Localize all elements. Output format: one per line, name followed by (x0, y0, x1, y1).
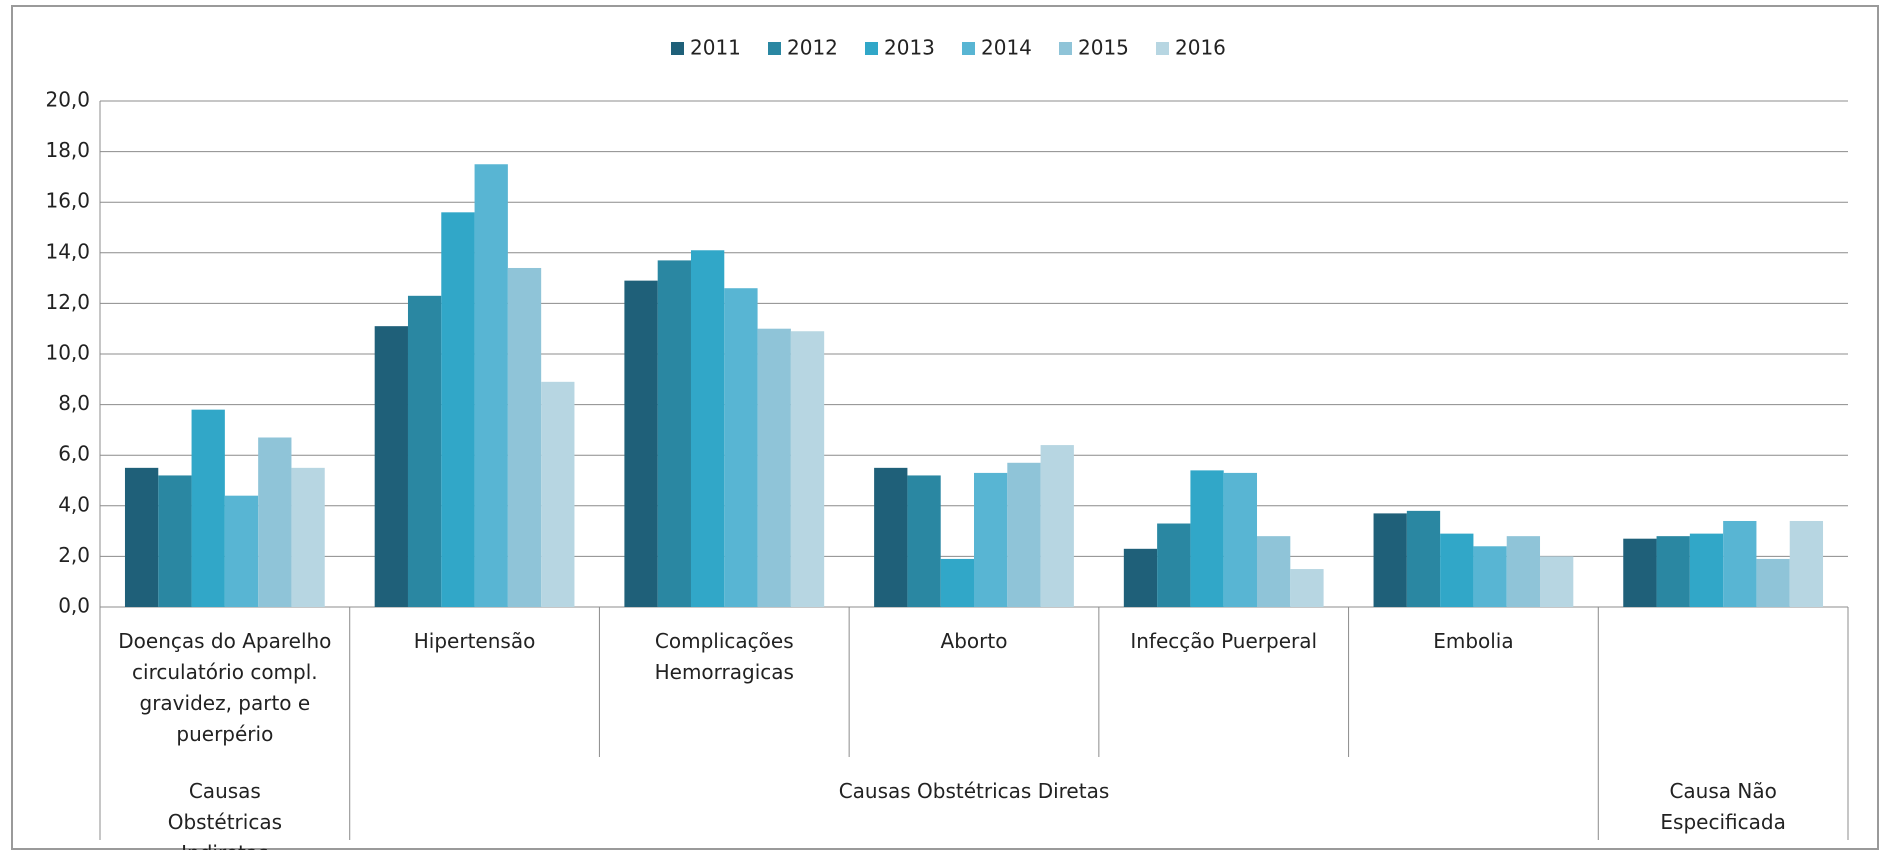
legend-swatch (671, 42, 684, 55)
legend-swatch (1059, 42, 1072, 55)
legend-label: 2014 (981, 36, 1032, 60)
legend-label: 2012 (787, 36, 838, 60)
bar (1723, 520, 1757, 607)
bar (1190, 470, 1224, 607)
legend-label: 2015 (1078, 36, 1129, 60)
bar (541, 381, 575, 607)
y-tick-label: 14,0 (45, 239, 90, 263)
x-tick-label: Embolia (1433, 629, 1514, 653)
bar (1257, 536, 1291, 607)
bar (1689, 533, 1724, 607)
bar (1223, 472, 1258, 607)
group-label: Causas Obstétricas Indiretas (167, 779, 282, 850)
y-tick-label: 4,0 (58, 492, 90, 516)
bar (1623, 538, 1657, 607)
legend-swatch (962, 42, 975, 55)
x-tick-label: Aborto (940, 629, 1008, 653)
bar (1756, 558, 1790, 607)
bar (974, 472, 1008, 607)
bar (407, 295, 442, 607)
group-label: Causa Não Especificada (1660, 779, 1786, 834)
y-tick-label: 2,0 (58, 543, 90, 567)
bar (507, 267, 542, 607)
y-tick-label: 20,0 (45, 88, 90, 112)
bar (224, 495, 259, 607)
bar (940, 558, 974, 607)
bar (441, 212, 475, 607)
bar (724, 288, 758, 607)
y-tick-label: 0,0 (58, 594, 90, 618)
bar (624, 280, 658, 607)
y-tick-label: 6,0 (58, 442, 90, 466)
legend-label: 2011 (690, 36, 741, 60)
legend-swatch (865, 42, 878, 55)
bar (158, 475, 192, 607)
bar (291, 467, 325, 607)
bar (1157, 523, 1191, 607)
bar (474, 164, 508, 607)
y-tick-label: 8,0 (58, 391, 90, 415)
bar (374, 326, 408, 607)
y-tick-label: 18,0 (45, 138, 90, 162)
bar (1789, 520, 1824, 607)
x-tick-label: Complicações Hemorragicas (654, 629, 794, 684)
bar (1123, 548, 1158, 607)
y-tick-label: 10,0 (45, 341, 90, 365)
bar (1473, 546, 1507, 607)
bar (1007, 462, 1041, 607)
frame (11, 5, 1879, 850)
bar (790, 331, 825, 607)
bar (1506, 536, 1541, 607)
bar (258, 437, 292, 607)
bar (191, 409, 225, 607)
bar (1540, 556, 1574, 607)
bar (1290, 569, 1324, 607)
bar (1656, 536, 1690, 607)
bar (1406, 510, 1441, 607)
bar (1373, 513, 1407, 607)
legend-label: 2016 (1175, 36, 1226, 60)
bar (1040, 445, 1074, 607)
bar (124, 467, 159, 607)
legend-swatch (1156, 42, 1169, 55)
legend-swatch (768, 42, 781, 55)
bar (874, 467, 908, 607)
bar (757, 328, 791, 607)
y-tick-label: 12,0 (45, 290, 90, 314)
y-tick-label: 16,0 (45, 189, 90, 213)
group-label: Causas Obstétricas Diretas (838, 779, 1110, 803)
bar (657, 260, 691, 607)
x-tick-label: Hipertensão (413, 629, 536, 653)
bar (690, 250, 725, 607)
x-tick-label: Infecção Puerperal (1130, 629, 1318, 653)
bar (907, 475, 941, 607)
bar (1440, 533, 1474, 607)
x-tick-label: Doenças do Aparelho circulatório compl. … (118, 629, 332, 746)
legend-label: 2013 (884, 36, 935, 60)
